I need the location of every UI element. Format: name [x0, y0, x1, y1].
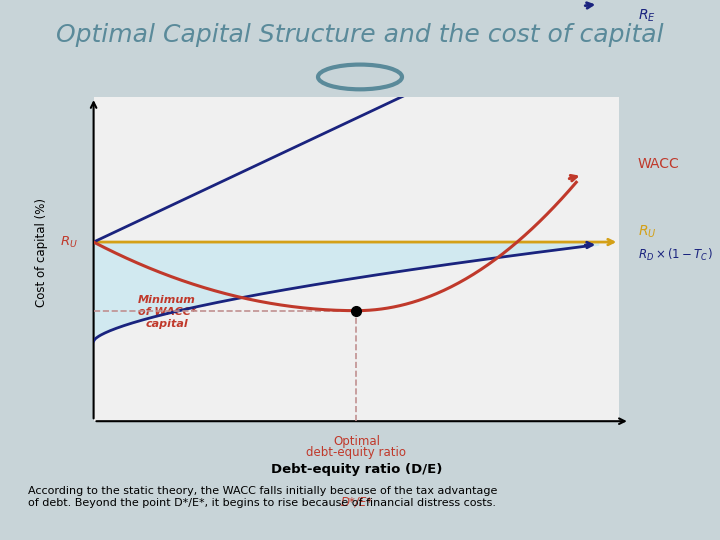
Text: Cost of capital (%): Cost of capital (%)	[35, 198, 48, 307]
Text: D*/E*: D*/E*	[341, 496, 372, 509]
Text: Optimal Capital Structure and the cost of capital: Optimal Capital Structure and the cost o…	[56, 23, 664, 47]
Text: $R_D \times (1 - T_C)$: $R_D \times (1 - T_C)$	[638, 247, 712, 262]
Text: According to the static theory, the WACC falls initially because of the tax adva: According to the static theory, the WACC…	[28, 487, 498, 508]
Text: $R_U$: $R_U$	[638, 224, 656, 240]
Text: debt-equity ratio: debt-equity ratio	[307, 446, 406, 459]
Text: $R_E$: $R_E$	[638, 8, 655, 24]
Text: Minimum
of WACC*
capital: Minimum of WACC* capital	[138, 295, 197, 329]
Text: Optimal: Optimal	[333, 435, 380, 448]
Text: Debt-equity ratio (D/E): Debt-equity ratio (D/E)	[271, 463, 442, 476]
Text: $R_U$: $R_U$	[60, 234, 78, 249]
Text: WACC: WACC	[638, 157, 680, 171]
